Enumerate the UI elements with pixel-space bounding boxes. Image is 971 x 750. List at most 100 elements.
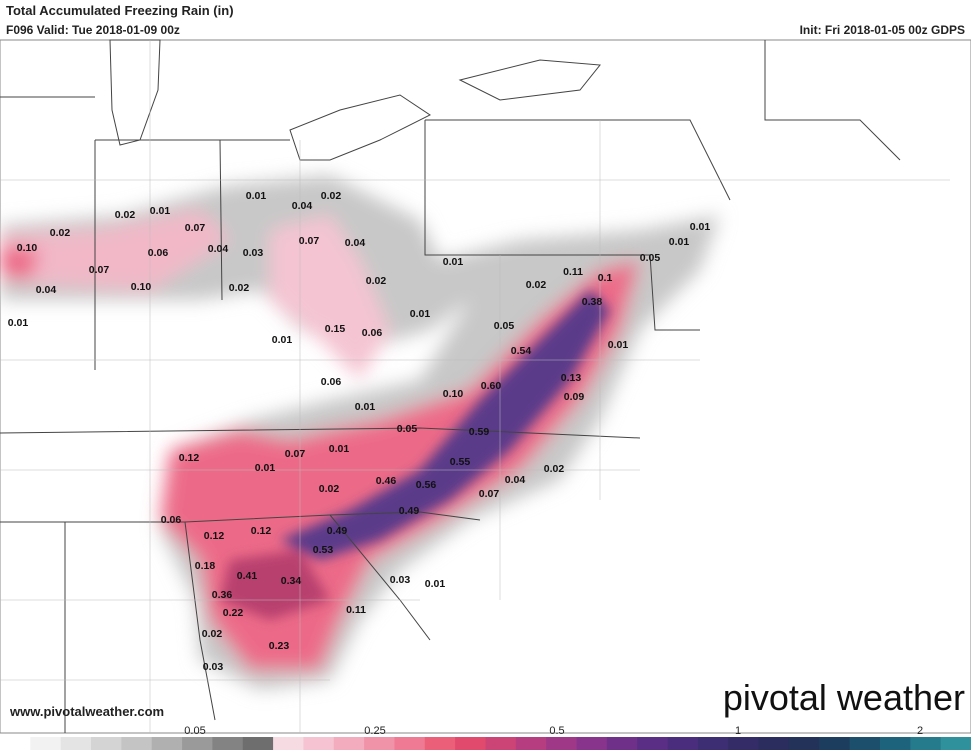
lake-ontario xyxy=(458,59,601,101)
colorbar-swatch xyxy=(455,737,486,750)
value-label: 0.04 xyxy=(208,243,229,255)
colorbar-swatch xyxy=(30,737,62,750)
colorbar-swatch xyxy=(242,737,274,750)
value-label: 0.11 xyxy=(346,604,366,616)
value-label: 0.01 xyxy=(246,190,267,202)
value-label: 0.23 xyxy=(269,640,290,652)
value-label: 0.01 xyxy=(690,221,711,233)
value-label: 0.60 xyxy=(481,380,502,392)
colorbar-swatch xyxy=(728,737,760,750)
colorbar-label: 0.25 xyxy=(364,725,385,737)
colorbar-swatch xyxy=(667,737,699,750)
title: Total Accumulated Freezing Rain (in) xyxy=(6,3,234,18)
colorbar-swatch xyxy=(394,737,426,750)
value-label: 0.02 xyxy=(319,483,340,495)
value-label: 0.56 xyxy=(416,479,437,491)
value-label: 0.49 xyxy=(327,525,348,537)
lake-erie xyxy=(289,94,431,161)
value-label: 0.12 xyxy=(204,530,225,542)
colorbar-swatch xyxy=(819,737,851,750)
value-label: 0.13 xyxy=(561,372,582,384)
colorbar-swatch xyxy=(333,737,365,750)
borders xyxy=(0,40,950,733)
value-label: 0.06 xyxy=(148,247,169,259)
value-label: 0.11 xyxy=(563,266,583,278)
value-label: 0.01 xyxy=(272,334,293,346)
colorbar-swatch xyxy=(849,737,881,750)
value-label: 0.10 xyxy=(17,242,38,254)
init-time: Init: Fri 2018-01-05 00z GDPS xyxy=(800,23,965,37)
colorbar-swatch xyxy=(364,737,395,750)
colorbar-swatch xyxy=(515,737,547,750)
value-label: 0.01 xyxy=(355,401,376,413)
value-label: 0.55 xyxy=(450,456,471,468)
value-label: 0.07 xyxy=(185,222,206,234)
map-area: 0.100.020.040.010.02 0.010.070.060.070.10… xyxy=(0,39,971,734)
colorbar-swatch xyxy=(182,737,213,750)
value-label: 0.1 xyxy=(598,272,613,284)
colorbar-swatch xyxy=(212,737,244,750)
colorbar-swatch xyxy=(637,737,669,750)
value-label: 0.04 xyxy=(36,284,57,296)
value-label: 0.49 xyxy=(399,505,420,517)
value-label: 0.01 xyxy=(425,578,446,590)
colorbar-swatch xyxy=(424,737,456,750)
value-label: 0.12 xyxy=(179,452,200,464)
colorbar-swatch xyxy=(697,737,729,750)
colorbar-swatch xyxy=(151,737,183,750)
colorbar-swatch xyxy=(273,737,304,750)
value-label: 0.07 xyxy=(285,448,306,460)
value-label: 0.02 xyxy=(202,628,223,640)
website: www.pivotalweather.com xyxy=(9,704,164,719)
value-label: 0.12 xyxy=(251,525,272,537)
value-label: 0.01 xyxy=(150,205,171,217)
value-label: 0.01 xyxy=(329,443,350,455)
colorbar-label: 0.5 xyxy=(549,725,564,737)
value-label: 0.04 xyxy=(505,474,526,486)
value-label: 0.01 xyxy=(608,339,629,351)
value-label: 0.02 xyxy=(526,279,547,291)
value-label: 0.18 xyxy=(195,560,216,572)
value-label: 0.01 xyxy=(443,256,464,268)
value-label: 0.01 xyxy=(255,462,276,474)
value-label: 0.07 xyxy=(479,488,500,500)
value-label: 0.07 xyxy=(299,235,320,247)
value-label: 0.22 xyxy=(223,607,244,619)
value-label: 0.36 xyxy=(212,589,233,601)
value-label: 0.02 xyxy=(366,275,387,287)
valid-time: F096 Valid: Tue 2018-01-09 00z xyxy=(6,23,180,37)
value-label: 0.59 xyxy=(469,426,490,438)
value-label: 0.04 xyxy=(292,200,313,212)
value-label: 0.41 xyxy=(237,570,258,582)
colorbar-swatch xyxy=(606,737,638,750)
colorbar-swatch xyxy=(788,737,820,750)
colorbar-swatch xyxy=(485,737,517,750)
value-label: 0.03 xyxy=(243,247,264,259)
colorbar-label: 0.05 xyxy=(184,725,205,737)
colorbar-swatch xyxy=(546,737,578,750)
value-label: 0.02 xyxy=(321,190,342,202)
value-label: 0.06 xyxy=(161,514,182,526)
value-label: 0.02 xyxy=(229,282,250,294)
colorbar-label: 2 xyxy=(917,725,923,737)
colorbar-swatch xyxy=(303,737,335,750)
value-label: 0.10 xyxy=(443,388,464,400)
colorbar-swatch xyxy=(940,737,971,750)
colorbar-swatch xyxy=(576,737,608,750)
value-label: 0.09 xyxy=(564,391,585,403)
value-label: 0.06 xyxy=(362,327,383,339)
value-label: 0.05 xyxy=(397,423,418,435)
value-label: 0.34 xyxy=(281,575,302,587)
precip-core xyxy=(220,290,610,620)
value-label: 0.46 xyxy=(376,475,397,487)
value-label: 0.02 xyxy=(115,209,136,221)
value-label: 0.05 xyxy=(640,252,661,264)
colorbar-label: 1 xyxy=(735,725,741,737)
colorbar-swatch xyxy=(758,737,790,750)
colorbar-swatch xyxy=(910,737,942,750)
value-label: 0.53 xyxy=(313,544,334,556)
colorbar-swatch xyxy=(121,737,153,750)
value-label: 0.07 xyxy=(89,264,110,276)
